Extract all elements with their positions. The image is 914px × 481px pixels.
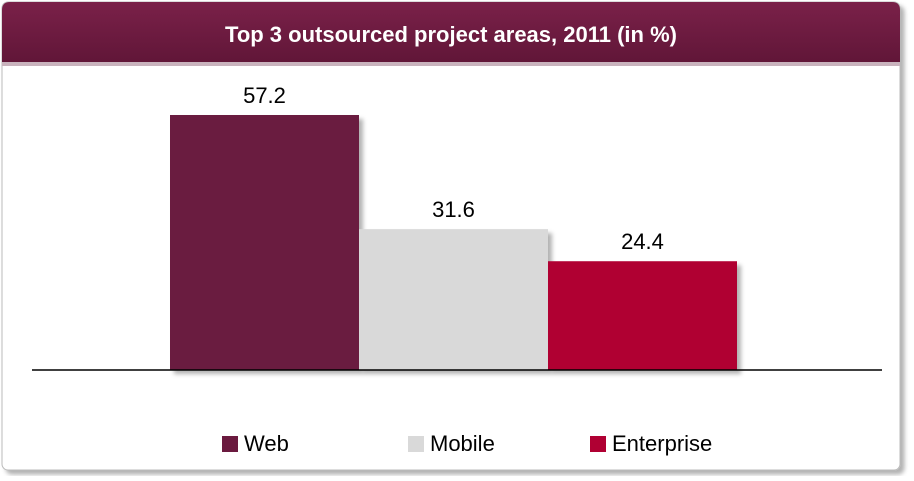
header-shadow [2,62,900,66]
legend-label: Enterprise [612,431,712,456]
legend-label: Mobile [430,431,495,456]
data-label: 57.2 [243,83,286,108]
bar [548,261,737,370]
legend-swatch [590,436,606,452]
bar [359,229,548,370]
legend-swatch [222,436,238,452]
bar [170,115,359,370]
legend-label: Web [244,431,289,456]
legend-swatch [408,436,424,452]
data-label: 24.4 [621,229,664,254]
chart-title: Top 3 outsourced project areas, 2011 (in… [225,22,677,47]
data-label: 31.6 [432,197,475,222]
header-bar [2,2,900,62]
